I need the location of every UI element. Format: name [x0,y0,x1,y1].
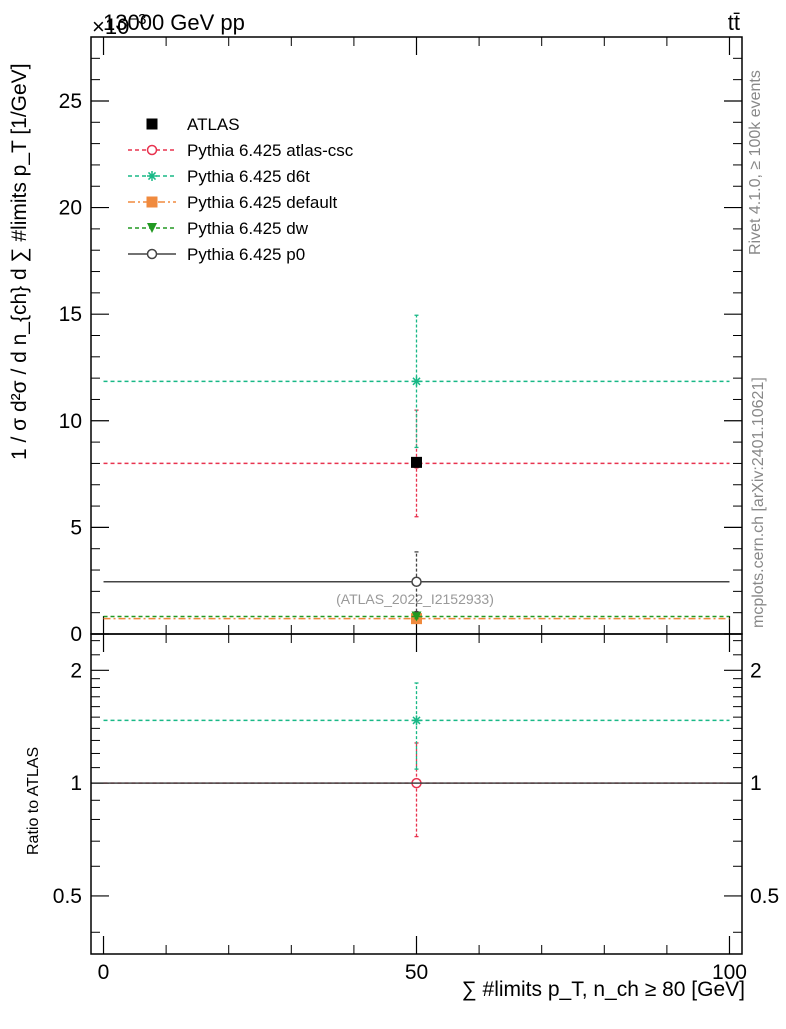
legend-marker [147,171,157,181]
main-y-tick-label: 15 [59,303,82,326]
x-axis-label: ∑ #limits p_T, n_ch ≥ 80 [GeV] [462,978,745,1001]
main-y-tick-label: 0 [70,623,82,646]
ratio-y-tick-label: 1 [70,772,82,795]
mcplots-site-label: mcplots.cern.ch [arXiv:2401.10621] [750,377,767,628]
ratio-y-tick-label-right: 2 [750,659,762,682]
legend-label: Pythia 6.425 dw [187,219,309,238]
legend-item: Pythia 6.425 p0 [128,245,305,264]
series-point-marker [411,456,422,468]
legend-item: Pythia 6.425 default [128,193,338,212]
legend-label: Pythia 6.425 default [187,193,338,212]
legend-marker [146,196,158,208]
series-point-marker [411,611,422,622]
ratio-y-tick-label-right: 1 [750,772,762,795]
x-tick-label: 50 [405,961,428,984]
header-right-label: tt̄ [728,10,740,35]
header-left-label: 13000 GeV pp [103,10,245,35]
main-series-pythia-6-425-dw [103,611,730,622]
legend-item: Pythia 6.425 dw [128,219,309,238]
ratio-series-pythia-6-425-d6t [103,682,730,770]
y-exponent: ×10−3 [92,11,146,39]
ratio-y-tick-label: 0.5 [53,885,82,908]
main-series-layer [103,314,730,625]
main-y-ticks: 0 5 10 15 20 25 [59,57,742,646]
series-point-marker [411,376,422,387]
ratio-y-axis-label: Ratio to ATLAS [25,747,42,855]
legend: ATLAS Pythia 6.425 atlas-csc Pythia 6.425 … [128,115,354,264]
main-y-tick-label: 10 [59,410,82,433]
series-point-marker [411,576,422,588]
series-point-marker [411,715,422,726]
legend-marker [146,118,158,130]
legend-label: Pythia 6.425 p0 [187,245,305,264]
main-series-atlas [411,456,422,468]
ratio-y-tick-label: 2 [70,659,82,682]
legend-label: Pythia 6.425 atlas-csc [187,141,354,160]
analysis-watermark: (ATLAS_2022_I2152933) [336,591,494,607]
legend-marker [146,144,158,156]
main-y-tick-label: 5 [70,516,82,539]
y-exponent-base: ×10 [92,14,129,39]
x-ticks: 0 50 100 [98,37,747,984]
legend-marker [147,223,157,233]
legend-item: ATLAS [146,115,240,134]
legend-item: Pythia 6.425 d6t [128,167,310,186]
main-y-axis-label: 1 / σ d²σ / d n_{ch} d ∑ #limits p_T [1/… [8,63,31,460]
ratio-series-layer [103,682,730,838]
ratio-y-tick-label-right: 0.5 [750,885,779,908]
legend-label: Pythia 6.425 d6t [187,167,310,186]
ratio-y-ticks: 0.5 0.5 1 1 2 2 [53,640,779,933]
x-tick-label: 0 [98,961,110,984]
legend-label: ATLAS [187,115,240,134]
x-tick-label: 100 [712,961,747,984]
main-series-pythia-6-425-d6t [103,314,730,449]
main-series-pythia-6-425-p0 [103,551,730,613]
main-y-tick-label: 25 [59,90,82,113]
y-exponent-power: −3 [129,11,146,28]
rivet-version-label: Rivet 4.1.0, ≥ 100k events [747,70,764,255]
main-y-axis-label-text: 1 / σ d²σ / d n_{ch} d ∑ #limits p_T [1/… [8,63,31,460]
legend-item: Pythia 6.425 atlas-csc [128,141,354,160]
main-y-tick-label: 20 [59,197,82,220]
legend-marker [146,248,158,260]
